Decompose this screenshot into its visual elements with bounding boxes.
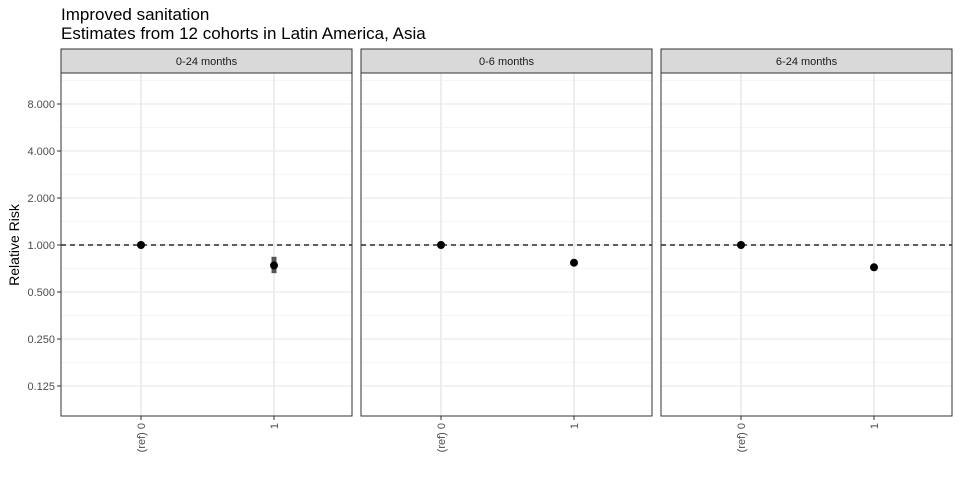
chart-title: Improved sanitation (61, 5, 210, 24)
x-tick-label: 1 (269, 423, 281, 429)
facet-strip-label: 0-24 months (176, 56, 238, 68)
data-point (870, 263, 878, 272)
facet-strip-label: 6-24 months (776, 56, 838, 68)
x-tick-label: (ref) 0 (736, 423, 748, 452)
x-tick-label: 1 (569, 423, 581, 429)
data-point (137, 241, 145, 249)
facet-strip (660, 48, 953, 74)
x-tick-label: (ref) 0 (436, 423, 448, 452)
y-tick-label: 0.125 (27, 381, 55, 393)
y-tick-label: 2.000 (27, 193, 55, 205)
x-tick-label: 1 (869, 423, 881, 429)
data-point (570, 258, 578, 267)
y-tick-label: 8.000 (27, 99, 55, 111)
y-tick-label: 0.500 (27, 287, 55, 299)
y-tick-label: 0.250 (27, 334, 55, 346)
data-point (737, 241, 745, 249)
y-tick-label: 4.000 (27, 146, 55, 158)
facet-strip-label: 0-6 months (479, 56, 535, 68)
y-tick-label: 1.000 (27, 240, 55, 252)
x-tick-label: (ref) 0 (136, 423, 148, 452)
facet-strip (360, 48, 653, 74)
data-point (437, 241, 445, 249)
data-point (270, 261, 278, 270)
facet-strip (60, 48, 353, 74)
chart-subtitle: Estimates from 12 cohorts in Latin Ameri… (61, 24, 426, 43)
